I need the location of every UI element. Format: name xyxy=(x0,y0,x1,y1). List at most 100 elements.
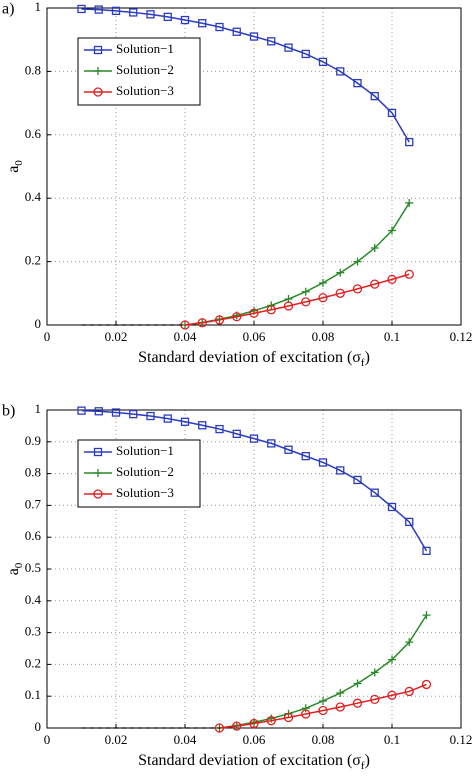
marker xyxy=(422,546,431,556)
x-tick-label: 0.06 xyxy=(243,732,266,747)
legend-marker xyxy=(93,87,103,97)
axes-box xyxy=(46,7,462,326)
marker xyxy=(214,315,225,325)
marker xyxy=(388,655,396,664)
marker xyxy=(283,712,294,723)
y-axis-label-part: 0 xyxy=(13,160,25,166)
x-axis-label-part: f xyxy=(361,357,365,369)
marker xyxy=(353,257,362,266)
marker xyxy=(405,517,414,527)
x-axis-label-part: Standard deviation of excitation (σ xyxy=(138,752,361,769)
marker xyxy=(352,284,363,294)
series-line xyxy=(219,683,427,729)
legend-marker xyxy=(93,489,103,499)
x-tick-label: 0 xyxy=(44,732,51,747)
x-tick-label: 0.08 xyxy=(312,732,335,747)
y-tick-label: 0.3 xyxy=(25,624,41,639)
marker xyxy=(198,19,207,28)
x-axis-label-part: ) xyxy=(365,349,370,366)
marker xyxy=(267,37,276,46)
x-axis-label-part: ) xyxy=(365,752,370,769)
x-tick-label: 0.1 xyxy=(384,732,400,747)
y-axis-label-part: a xyxy=(5,568,22,575)
marker xyxy=(353,475,362,485)
x-axis-label-part: Standard deviation of excitation (σ xyxy=(138,349,361,366)
y-tick-label: 0.6 xyxy=(25,126,42,141)
marker xyxy=(370,488,379,497)
marker xyxy=(387,274,397,285)
legend-marker xyxy=(93,45,103,55)
marker xyxy=(249,308,259,318)
marker xyxy=(180,15,190,25)
x-tick-label: 0 xyxy=(44,329,51,344)
marker xyxy=(215,424,224,434)
x-tick-label: 0.04 xyxy=(174,732,197,747)
marker xyxy=(319,696,327,705)
marker xyxy=(387,690,397,700)
x-axis-label: Standard deviation of excitation (σf) xyxy=(138,349,370,369)
marker xyxy=(318,705,328,716)
y-tick-label: 0.2 xyxy=(25,253,41,268)
y-tick-label: 0 xyxy=(35,719,42,734)
x-tick-label: 0.12 xyxy=(450,732,473,747)
marker xyxy=(370,279,380,289)
marker xyxy=(232,312,242,322)
marker xyxy=(215,22,224,32)
marker xyxy=(301,287,310,296)
y-tick-label: 0 xyxy=(35,316,42,331)
marker xyxy=(94,407,103,416)
y-tick-label: 0.5 xyxy=(25,560,41,575)
marker xyxy=(352,698,363,708)
panel-label: a) xyxy=(2,1,14,18)
y-axis-label-part: 0 xyxy=(13,562,25,568)
marker xyxy=(129,409,138,419)
marker xyxy=(266,716,276,726)
marker xyxy=(77,4,86,14)
x-tick-label: 0.12 xyxy=(450,329,473,344)
x-tick-label: 0.1 xyxy=(384,329,400,344)
marker xyxy=(94,5,103,14)
legend-label: Solution−2 xyxy=(116,464,174,479)
marker xyxy=(232,429,241,439)
marker xyxy=(129,8,138,17)
y-tick-label: 0.1 xyxy=(25,687,41,702)
marker xyxy=(301,704,310,713)
y-tick-label: 1 xyxy=(35,0,42,14)
marker xyxy=(370,243,379,252)
y-tick-label: 0.8 xyxy=(25,62,41,77)
y-tick-label: 0.4 xyxy=(25,592,42,607)
marker xyxy=(336,268,345,277)
marker xyxy=(249,32,259,41)
panel-label: b) xyxy=(2,403,15,420)
y-tick-label: 0.9 xyxy=(25,433,41,448)
marker xyxy=(387,502,397,512)
marker xyxy=(232,721,242,731)
marker xyxy=(197,318,207,328)
marker xyxy=(336,67,345,76)
marker xyxy=(284,43,293,52)
marker xyxy=(198,421,207,430)
marker xyxy=(146,411,155,421)
y-axis-label: a0 xyxy=(5,160,25,173)
series-line xyxy=(184,202,410,326)
marker xyxy=(405,198,414,207)
y-tick-label: 0.7 xyxy=(25,496,42,511)
legend-label: Solution−2 xyxy=(116,62,174,77)
x-tick-label: 0.06 xyxy=(243,329,266,344)
marker xyxy=(301,297,311,307)
marker xyxy=(421,679,432,690)
marker xyxy=(370,91,379,101)
marker xyxy=(111,6,121,16)
marker xyxy=(336,466,345,475)
marker xyxy=(370,694,380,705)
marker xyxy=(232,27,241,36)
legend-marker xyxy=(93,447,103,457)
y-tick-label: 0.4 xyxy=(25,189,42,204)
series-line xyxy=(184,273,410,326)
marker xyxy=(405,137,414,147)
legend-label: Solution−3 xyxy=(116,83,174,98)
marker xyxy=(318,458,328,467)
marker xyxy=(353,78,362,88)
marker xyxy=(284,445,293,454)
y-axis-label: a0 xyxy=(5,562,25,575)
